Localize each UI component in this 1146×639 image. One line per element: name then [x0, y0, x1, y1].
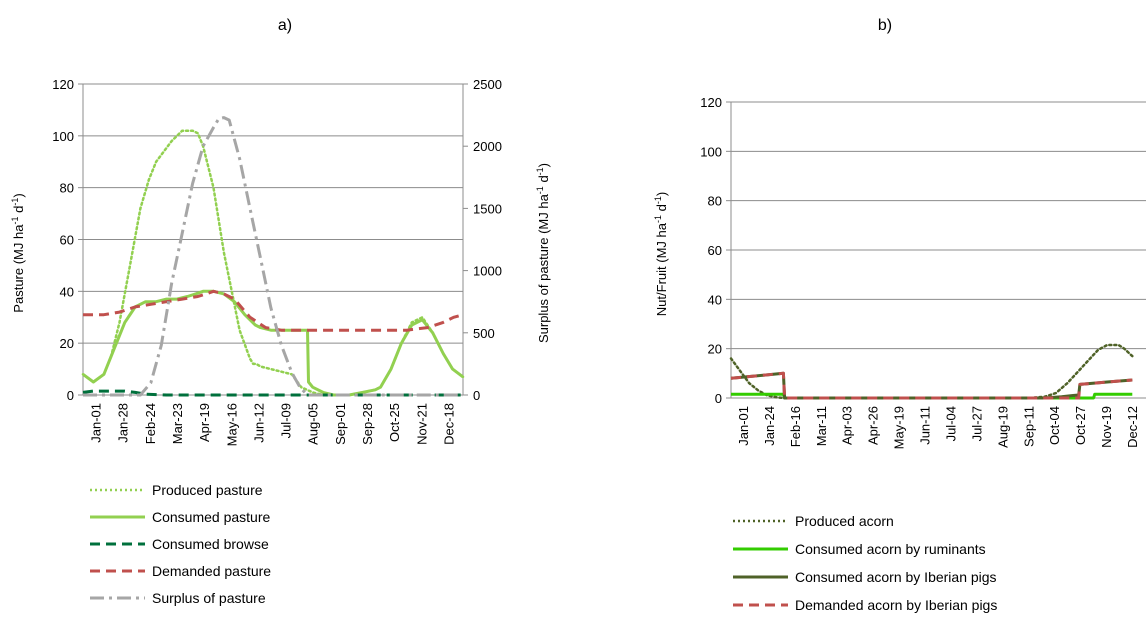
series-line-0	[729, 343, 1134, 400]
y-tick-label: 20	[60, 336, 74, 351]
x-tick-label: Oct-04	[1047, 406, 1062, 445]
x-tick-label: Mar-23	[170, 403, 185, 444]
x-tick-label: Jan-01	[89, 403, 104, 443]
x-tick-label: Jan-01	[736, 406, 751, 446]
y-right-tick-label: 2000	[473, 139, 502, 154]
x-tick-label: Feb-24	[143, 403, 158, 444]
y-tick-label: 100	[52, 129, 74, 144]
y-right-tick-label: 0	[473, 388, 480, 403]
y-tick-label: 120	[52, 77, 74, 92]
series-line-4	[83, 116, 463, 397]
y-tick-label: 80	[708, 194, 722, 209]
y-tick-label: 20	[708, 342, 722, 357]
chart-b: 0 20 40 60 80 100 120 Jan-01 Jan-24 Feb-16 Mar-11 A…	[700, 95, 1146, 613]
x-tick-label: Nov-19	[1099, 406, 1114, 448]
y-tick-label: 40	[60, 284, 74, 299]
x-tick-label: Dec-12	[1125, 406, 1140, 448]
legend-label: Consumed pasture	[152, 509, 271, 525]
x-tick-label: Jan-28	[116, 403, 131, 443]
y-right-tick-label: 1500	[473, 201, 502, 216]
x-tick-label: Aug-05	[306, 403, 321, 445]
chart-a: 0 20 40 60 80 100 120 0 500 1000 1500 2000 2500 Jan-0…	[52, 77, 502, 606]
legend-label: Produced acorn	[795, 513, 894, 529]
legend-label: Surplus of pasture	[152, 590, 266, 606]
x-tick-label: Jul-27	[969, 406, 984, 441]
x-tick-label: Apr-26	[866, 406, 881, 445]
x-tick-label: Apr-19	[197, 403, 212, 442]
series-line-3	[83, 289, 464, 332]
legend-label: Consumed browse	[152, 536, 269, 552]
x-tick-label: Feb-16	[788, 406, 803, 447]
legend-label: Consumed acorn by Iberian pigs	[795, 569, 997, 585]
y-right-tick-label: 1000	[473, 264, 502, 279]
series-line-1	[82, 289, 464, 397]
chart-a-left-axis-title: Pasture (MJ ha-1 d-1)	[10, 193, 26, 312]
chart-a-right-axis-title: Surplus of pasture (MJ ha-1 d-1)	[535, 163, 551, 343]
x-tick-label: Jul-09	[279, 403, 294, 438]
x-tick-label: Sep-11	[1021, 406, 1036, 447]
legend-label: Demanded acorn by Iberian pigs	[795, 597, 997, 613]
x-tick-label: Sep-01	[333, 403, 348, 445]
y-tick-label: 120	[700, 95, 722, 110]
x-tick-label: Jun-11	[918, 406, 933, 445]
x-tick-label: May-16	[224, 403, 239, 446]
x-tick-label: Oct-25	[387, 403, 402, 442]
x-tick-label: Oct-27	[1073, 406, 1088, 445]
x-tick-label: Apr-03	[840, 406, 855, 445]
x-tick-label: Sep-28	[360, 403, 375, 445]
x-tick-label: Dec-18	[441, 403, 456, 445]
y-tick-label: 40	[708, 292, 722, 307]
x-tick-label: Mar-11	[814, 406, 829, 446]
chart-b-axis-title: Nut/Fruit (MJ ha-1 d-1)	[653, 192, 669, 316]
x-tick-label: Jul-04	[943, 406, 958, 441]
x-tick-label: Jan-24	[762, 406, 777, 446]
series-line-0	[81, 129, 465, 397]
y-tick-label: 60	[708, 243, 722, 258]
y-tick-label: 100	[700, 144, 722, 159]
x-tick-label: Nov-21	[414, 403, 429, 445]
y-tick-label: 60	[60, 233, 74, 248]
x-tick-label: Jun-12	[251, 403, 266, 443]
y-right-tick-label: 500	[473, 326, 495, 341]
x-tick-label: May-19	[892, 406, 907, 449]
legend-label: Consumed acorn by ruminants	[795, 541, 986, 557]
x-tick-label: Aug-19	[995, 406, 1010, 448]
y-tick-label: 0	[67, 388, 74, 403]
series-line-3	[730, 371, 1133, 400]
legend-label: Produced pasture	[152, 482, 263, 498]
panel-b-label: b)	[878, 17, 892, 34]
panel-a-label: a)	[278, 17, 292, 34]
legend-label: Demanded pasture	[152, 563, 271, 579]
y-right-tick-label: 2500	[473, 77, 502, 92]
y-tick-label: 80	[60, 181, 74, 196]
y-tick-label: 0	[715, 391, 722, 406]
